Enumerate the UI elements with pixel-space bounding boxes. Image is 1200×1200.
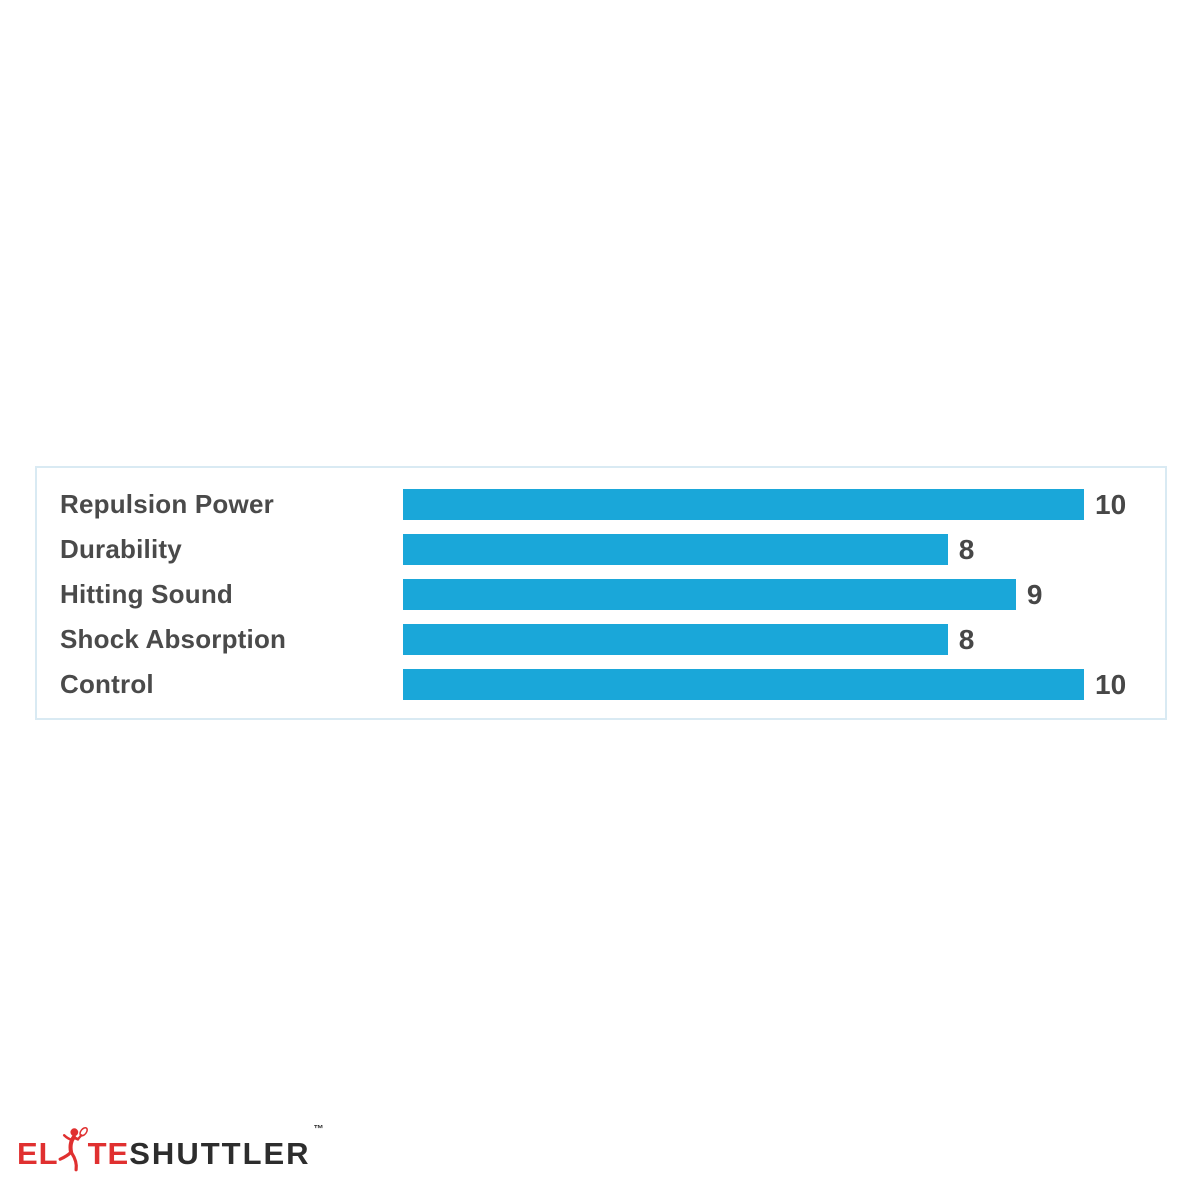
bar (403, 669, 1084, 700)
logo-text-te: TE (87, 1136, 130, 1171)
chart-row: Hitting Sound 9 (60, 579, 1165, 610)
badminton-player-icon (58, 1126, 88, 1172)
trademark-symbol: ™ (313, 1124, 324, 1135)
category-label: Shock Absorption (60, 624, 287, 654)
bar (403, 579, 1016, 610)
category-label: Control (60, 669, 154, 699)
value-label: 9 (1026, 578, 1043, 610)
brand-logo: EL TE SHUTTLER ™ (17, 1124, 324, 1172)
chart-row: Repulsion Power 10 (60, 489, 1165, 520)
value-label: 10 (1095, 668, 1127, 700)
bar (403, 624, 948, 655)
category-label: Repulsion Power (60, 489, 274, 519)
logo-text-el: EL (17, 1136, 59, 1171)
category-label: Hitting Sound (60, 579, 233, 609)
logo-text-shuttler: SHUTTLER (129, 1136, 311, 1171)
bar (403, 489, 1084, 520)
bar (403, 534, 948, 565)
ratings-chart-panel: Repulsion Power 10 Durability 8 Hitting Soun… (35, 466, 1167, 720)
chart-row: Durability 8 (60, 534, 1165, 565)
value-label: 8 (958, 533, 975, 565)
chart-rows: Repulsion Power 10 Durability 8 Hitting Soun… (37, 468, 1165, 700)
value-label: 10 (1095, 488, 1127, 520)
chart-row: Shock Absorption 8 (60, 624, 1165, 655)
category-label: Durability (60, 534, 182, 564)
value-label: 8 (958, 623, 975, 655)
chart-row: Control 10 (60, 669, 1165, 700)
